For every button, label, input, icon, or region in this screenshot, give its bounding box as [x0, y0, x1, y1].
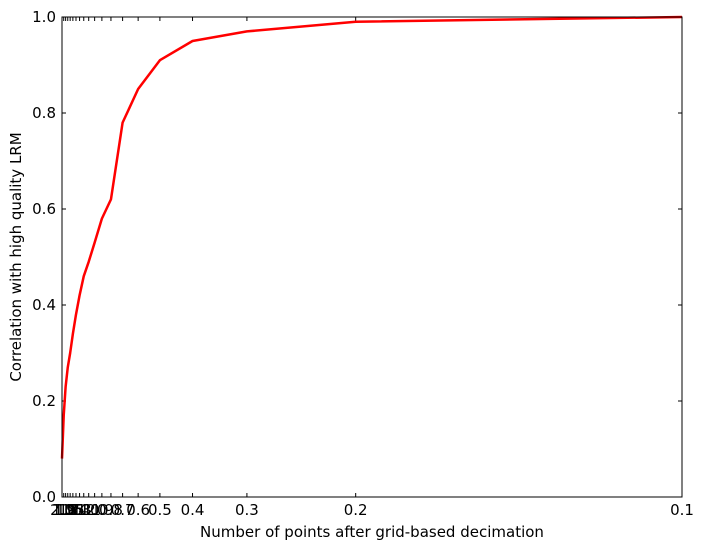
x-tick-label: 1.8 — [54, 501, 78, 519]
plot-frame — [61, 16, 683, 498]
x-tick-label: 1.3 — [68, 501, 92, 519]
y-tick-label: 0.8 — [32, 104, 56, 122]
x-tick-label: 1.4 — [64, 501, 88, 519]
x-tick-labels: 2.01.91.81.71.61.51.41.31.21.11.00.90.80… — [50, 501, 694, 519]
series-line — [60, 15, 683, 459]
x-tick-label: 2.0 — [50, 501, 74, 519]
x-tick-label: 1.2 — [72, 501, 96, 519]
x-tick-label: 0.9 — [90, 501, 114, 519]
y-tick-labels: 0.0 0.2 0.4 0.6 0.8 1.0 — [32, 8, 56, 506]
x-tick-label: 1.9 — [52, 501, 76, 519]
y-tick-label: 0.0 — [32, 488, 56, 506]
x-tick-label: 1.1 — [77, 501, 101, 519]
x-tick-label: 0.8 — [99, 501, 123, 519]
x-tick-label: 0.3 — [235, 501, 259, 519]
x-tick-label: 0.1 — [670, 501, 694, 519]
x-tick-label: 1.0 — [83, 501, 107, 519]
x-tick-label: 1.6 — [58, 501, 82, 519]
x-tick-label: 0.4 — [181, 501, 205, 519]
x-tick-label: 0.5 — [148, 501, 172, 519]
y-tick-label: 0.4 — [32, 296, 56, 314]
y-tick-label: 0.6 — [32, 200, 56, 218]
x-tick-label: 0.6 — [126, 501, 150, 519]
y-tick-label: 0.2 — [32, 392, 56, 410]
x-tick-label: 1.5 — [61, 501, 85, 519]
y-axis-label: Correlation with high quality LRM — [7, 132, 25, 381]
plot-area — [62, 17, 682, 497]
x-tick-label: 0.7 — [111, 501, 135, 519]
x-tick-label: 1.7 — [56, 501, 80, 519]
x-axis-label: Number of points after grid-based decima… — [200, 523, 544, 541]
series-group — [60, 15, 683, 459]
y-tick-label: 1.0 — [32, 8, 56, 26]
x-tick-label: 0.2 — [344, 501, 368, 519]
